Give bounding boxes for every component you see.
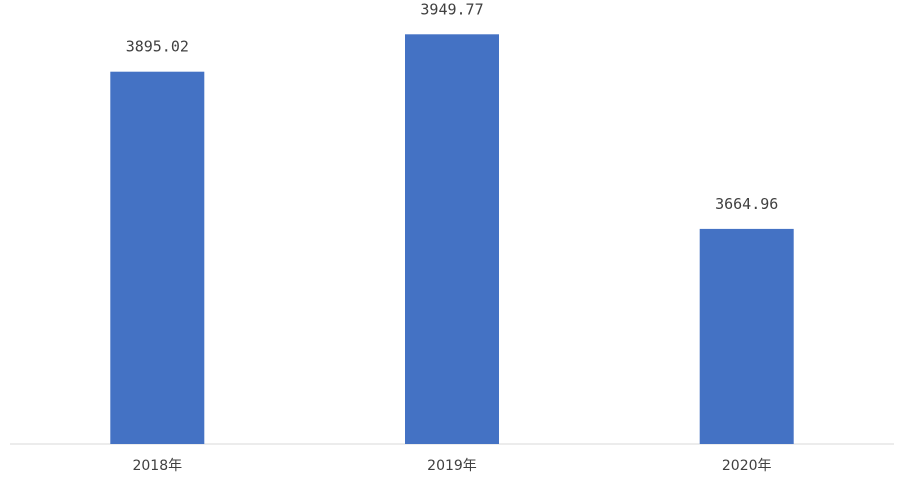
x-tick-label-1: 2019年 — [427, 458, 477, 474]
x-tick-label-0: 2018年 — [132, 458, 182, 474]
bar-0 — [110, 71, 205, 444]
x-tick-label-2: 2020年 — [722, 458, 772, 474]
bar-2 — [699, 228, 794, 444]
data-label-0: 3895.02 — [126, 38, 189, 56]
data-label-1: 3949.77 — [420, 0, 483, 18]
data-label-2: 3664.96 — [715, 195, 778, 213]
bar-1 — [405, 34, 499, 445]
